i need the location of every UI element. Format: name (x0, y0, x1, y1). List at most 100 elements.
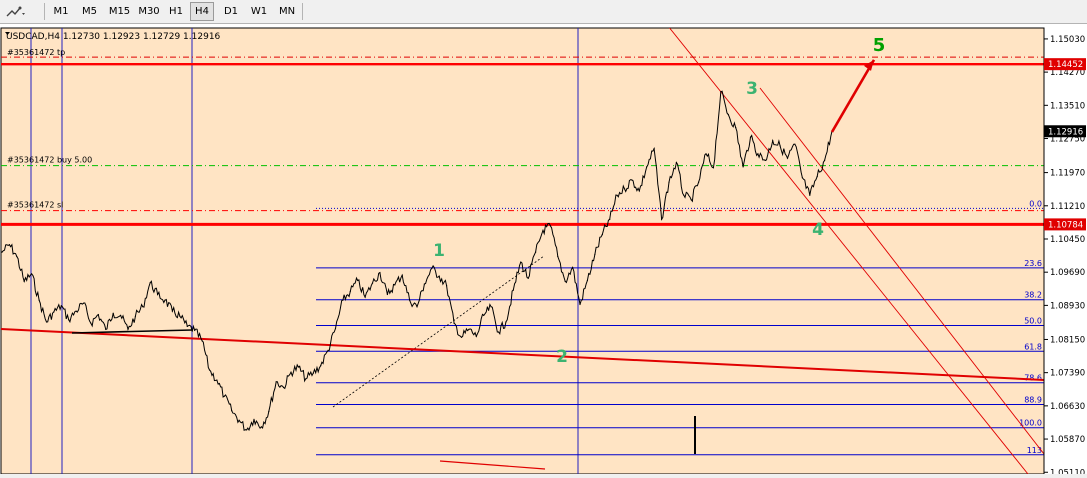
price-point (334, 327, 337, 330)
channel-upper-line[interactable] (668, 26, 1044, 474)
price-axis-label: 1.05870 (1050, 435, 1085, 445)
price-point (134, 315, 136, 317)
timeframe-m30[interactable]: M30 (138, 6, 160, 17)
price-point (379, 272, 381, 274)
price-axis-label: 1.09690 (1050, 268, 1085, 278)
price-point (475, 335, 477, 337)
wave-label-1: 1 (433, 241, 445, 261)
price-point (579, 303, 581, 306)
price-point (179, 315, 181, 317)
price-axis-label: 1.08930 (1050, 301, 1085, 311)
price-point (127, 328, 129, 330)
price-axis-label: 1.13510 (1050, 101, 1085, 111)
channel-lower-line[interactable] (759, 87, 1044, 455)
price-point (45, 321, 48, 323)
price-point (164, 299, 166, 301)
price-point (97, 314, 99, 316)
price-point (631, 179, 633, 181)
price-point (201, 340, 203, 342)
price-point (616, 194, 618, 196)
price-point (120, 314, 122, 316)
price-point (38, 299, 40, 301)
price-point (512, 289, 514, 291)
line-studies-icon[interactable] (4, 3, 28, 20)
price-point (801, 177, 804, 179)
support-trend-line[interactable] (0, 328, 1044, 381)
price-point (283, 386, 285, 389)
timeframe-m5[interactable]: M5 (82, 6, 97, 17)
price-point (638, 190, 640, 192)
price-point (297, 366, 299, 368)
fib-base-line[interactable] (332, 255, 545, 408)
price-point (572, 266, 574, 268)
price-point (216, 379, 218, 381)
price-axis-label: 1.08150 (1050, 335, 1085, 345)
fib-level-label: 113 (1027, 446, 1042, 455)
price-point (371, 282, 374, 284)
price-point (290, 371, 292, 373)
price-point (772, 140, 774, 142)
price-point (735, 127, 737, 129)
fib-level-label: 0.0 (1029, 199, 1042, 208)
price-point (194, 329, 196, 331)
chart-menu-icon[interactable] (5, 32, 10, 35)
price-point (268, 410, 270, 413)
price-point (327, 349, 329, 351)
wave-label-5: 5 (873, 35, 886, 56)
price-point (549, 225, 552, 227)
chart-canvas[interactable]: 0.0 23.6 38.2 50.0 61.8 78.6 88.9 100.0 113 #353… (0, 24, 1087, 478)
symbol-header: USDCAD,H4 1.12730 1.12923 1.12729 1.1291… (6, 32, 221, 42)
price-point (542, 229, 544, 231)
wave-label-3: 3 (746, 79, 758, 99)
price-point (786, 157, 789, 159)
price-point (490, 306, 492, 308)
price-point (342, 299, 344, 301)
price-point (305, 378, 307, 380)
price-point (223, 395, 225, 397)
price-point (453, 322, 455, 324)
fib-level-label: 23.6 (1024, 259, 1042, 268)
timeframe-m15[interactable]: M15 (108, 6, 131, 17)
price-point (82, 302, 85, 304)
timeframe-h4[interactable]: H4 (190, 2, 214, 21)
projection-arrow[interactable] (830, 59, 876, 133)
timeframe-m1[interactable]: M1 (53, 6, 69, 17)
fib-level-label: 50.0 (1024, 316, 1042, 325)
price-point (171, 310, 173, 312)
price-point (712, 167, 715, 169)
price-point (320, 365, 322, 367)
price-chart[interactable]: 0.0 23.6 38.2 50.0 61.8 78.6 88.9 100.0 113 #353… (0, 24, 1087, 478)
price-axis-label: 1.06630 (1050, 402, 1085, 412)
projection-arrow-head (864, 59, 874, 71)
price-point (505, 321, 507, 323)
price-point (401, 274, 403, 276)
price-axis-label: 1.05110 (1050, 468, 1085, 474)
price-axis-label: 1.07390 (1050, 369, 1085, 379)
wave-label-4: 4 (812, 220, 824, 240)
timeframe-w1[interactable]: W1 (250, 6, 268, 17)
price-point (386, 293, 388, 296)
timeframe-d1[interactable]: D1 (223, 6, 239, 17)
trend-segment[interactable] (439, 460, 546, 470)
toolbar-separator (44, 3, 45, 20)
level-price-tag-label: 1.14452 (1048, 60, 1083, 70)
price-point (1, 251, 3, 253)
range-line[interactable] (71, 329, 193, 334)
timeframe-h1[interactable]: H1 (169, 6, 183, 17)
price-point (416, 306, 418, 308)
plot-area[interactable] (0, 27, 1045, 475)
price-point (394, 284, 396, 286)
price-point (275, 381, 277, 383)
price-point (668, 181, 670, 183)
price-axis-label: 1.15030 (1050, 35, 1085, 45)
price-point (646, 166, 648, 168)
price-axis-label: 1.11970 (1050, 169, 1085, 179)
price-point (68, 319, 70, 321)
price-point (742, 166, 744, 168)
price-point (535, 251, 537, 253)
price-point (779, 145, 781, 147)
timeframe-mn[interactable]: MN (278, 6, 296, 17)
order-level-label: #35361472 sl (7, 201, 63, 210)
price-point (698, 181, 700, 183)
price-point (231, 410, 233, 412)
